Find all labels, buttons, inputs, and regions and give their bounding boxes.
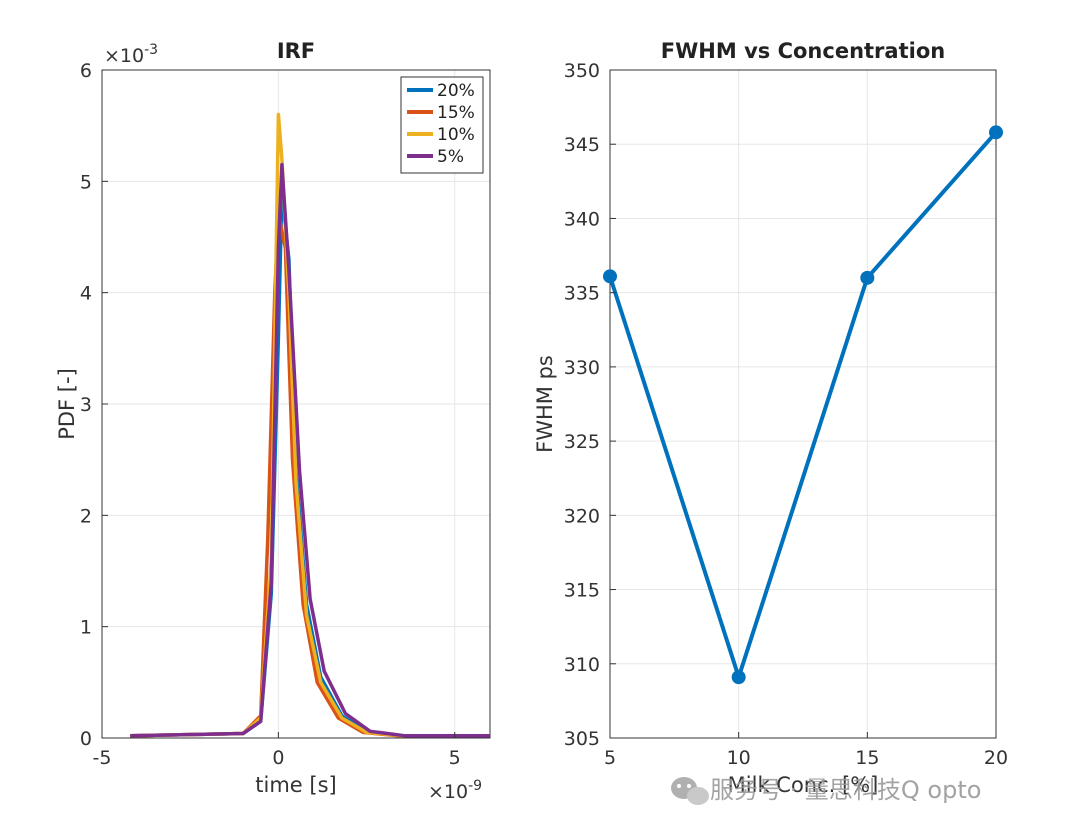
- fwhm-y-tick-label: 330: [564, 357, 600, 379]
- watermark-text: 服务号 · 量思科技Q opto: [710, 776, 981, 804]
- irf-y-tick-label: 3: [80, 394, 92, 416]
- fwhm-x-axis-label: Milk Conc. [%]: [728, 773, 879, 797]
- legend-label: 20%: [437, 81, 475, 101]
- watermark: 服务号 · 量思科技Q opto: [671, 776, 981, 805]
- fwhm-data-point: [860, 270, 875, 285]
- irf-y-multiplier: ×10-3: [104, 42, 158, 67]
- irf-series-line-5pct: [130, 162, 490, 738]
- fwhm-y-tick-label: 320: [564, 505, 600, 527]
- fwhm-series-line: [608, 130, 998, 680]
- legend-label: 5%: [437, 147, 464, 167]
- irf-x-multiplier: ×10-9: [428, 778, 482, 803]
- irf-y-axis-label: PDF [-]: [55, 368, 79, 440]
- irf-y-tick-label: 5: [80, 171, 92, 193]
- fwhm-data-point: [603, 269, 617, 284]
- fwhm-y-tick-label: 335: [564, 283, 600, 305]
- irf-y-multiplier-base: ×10: [104, 45, 144, 67]
- fwhm-x-tick-label: 10: [727, 747, 751, 769]
- irf-legend: 20%15%10%5%: [400, 76, 484, 174]
- wechat-icon: [671, 777, 709, 805]
- irf-y-tick-label: 6: [80, 60, 92, 82]
- fwhm-y-tick-label: 305: [564, 728, 600, 750]
- fwhm-x-tick-label: 20: [984, 747, 1008, 769]
- fwhm-x-tick-label: 15: [855, 747, 879, 769]
- fwhm-title: FWHM vs Concentration: [661, 39, 945, 63]
- fwhm-y-tick-label: 350: [564, 60, 600, 82]
- fwhm-y-tick-label: 315: [564, 580, 600, 602]
- fwhm-y-tick-label: 340: [564, 208, 600, 230]
- fwhm-y-tick-label: 310: [564, 654, 600, 676]
- irf-x-tick-label: 5: [449, 747, 461, 769]
- irf-x-multiplier-base: ×10: [428, 781, 468, 803]
- fwhm-y-axis-label: FWHM ps: [533, 355, 557, 453]
- irf-x-axis-label: time [s]: [255, 773, 336, 797]
- legend-label: 15%: [437, 103, 475, 123]
- irf-y-tick-label: 0: [80, 728, 92, 750]
- irf-x-multiplier-exp: -9: [468, 778, 482, 794]
- irf-series-line-20pct: [130, 190, 490, 738]
- fwhm-axes-box: [609, 69, 997, 739]
- legend-label: 10%: [437, 125, 475, 145]
- irf-title: IRF: [277, 39, 315, 63]
- irf-x-tick-label: 0: [272, 747, 284, 769]
- fwhm-y-tick-label: 345: [564, 134, 600, 156]
- fwhm-chart: 5 10 15 20 305 310 315 320 325 330 335 340 345 350 FW…: [533, 39, 1008, 797]
- irf-x-tick-label: -5: [93, 747, 112, 769]
- fwhm-x-tick-label: 5: [604, 747, 616, 769]
- fwhm-data-point: [731, 670, 746, 685]
- irf-y-tick-label: 4: [80, 283, 92, 305]
- irf-y-multiplier-exp: -3: [144, 42, 158, 58]
- fwhm-y-tick-label: 325: [564, 431, 600, 453]
- irf-y-tick-label: 1: [80, 617, 92, 639]
- irf-y-tick-label: 2: [80, 505, 92, 527]
- fwhm-data-point: [989, 125, 1003, 140]
